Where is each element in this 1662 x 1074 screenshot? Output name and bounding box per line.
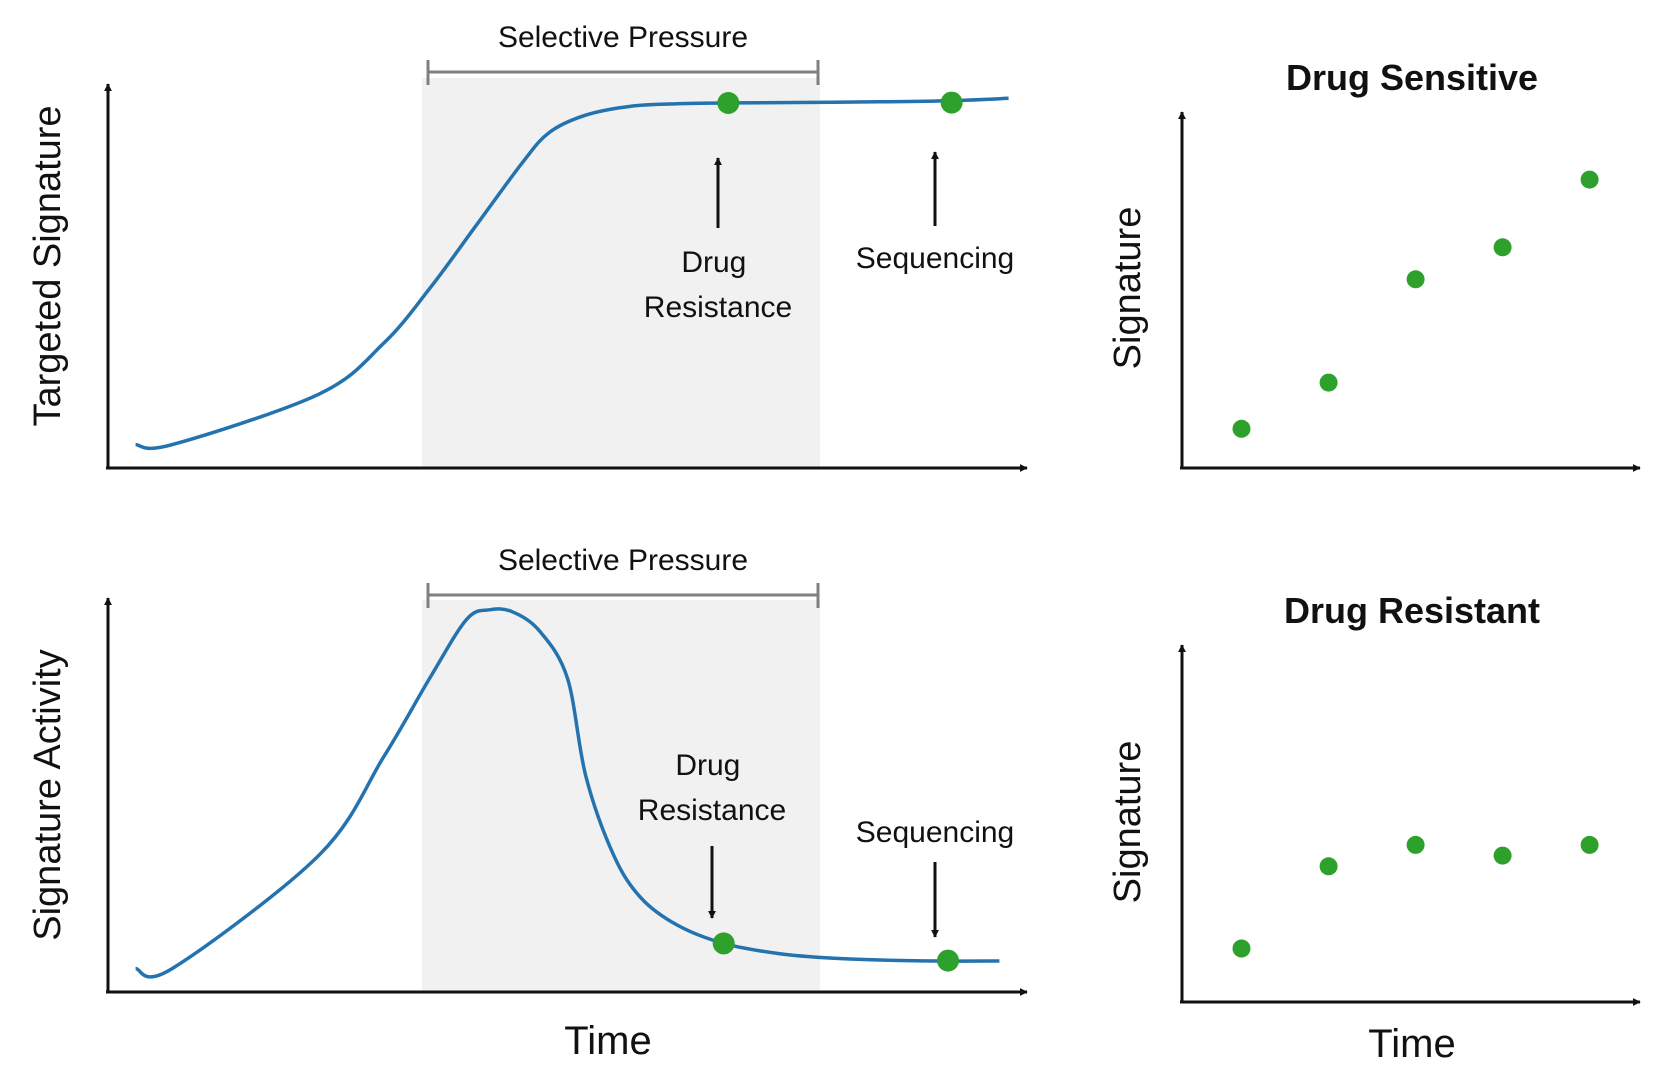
bottom-left-panel: Selective Pressure Signature Activity Ti… [27,544,1028,1063]
bottom-left-axes [104,597,1028,996]
data-point [1406,835,1425,854]
y-axis-title: Signature Activity [27,649,69,940]
data-point [1319,857,1338,876]
data-point [1232,939,1251,958]
selective-pressure-bracket [426,583,820,608]
data-point [1493,238,1512,257]
top-left-panel: Selective Pressure Targeted Signature Dr… [27,21,1028,472]
y-axis-title: Targeted Signature [27,105,69,426]
sample-points [712,932,959,972]
data-point [1232,419,1251,438]
signature-curve [135,96,1009,451]
selective-pressure-label: Selective Pressure [498,21,748,54]
sequencing-label: Sequencing [856,816,1014,849]
scatter-points [1232,835,1599,958]
x-axis-title: Time [564,1019,651,1063]
bottom-right-panel: Drug Resistant Signature Time [1107,590,1641,1066]
top-right-axes [1178,111,1641,472]
bottom-right-axes [1178,644,1641,1006]
data-point [1580,835,1599,854]
data-point [1319,373,1338,392]
data-point [940,91,963,114]
top-right-panel: Drug Sensitive Signature [1107,57,1641,472]
selective-pressure-shade [422,600,820,992]
top-left-axes [104,83,1028,472]
y-axis-title: Signature [1107,741,1149,904]
data-point [937,949,959,972]
sample-points [717,91,963,114]
drug-resistance-label: Drug Resistance [644,246,792,324]
data-point [1406,270,1425,289]
drug-resistance-label: Drug Resistance [638,749,786,827]
scatter-points [1232,170,1599,438]
selective-pressure-bracket [426,60,820,85]
panel-title: Drug Sensitive [1286,57,1538,98]
signature-curve [135,607,1000,979]
selective-pressure-shade [422,78,820,468]
sequencing-label: Sequencing [856,242,1014,275]
data-point [712,932,735,955]
y-axis-title: Signature [1107,207,1149,370]
selective-pressure-label: Selective Pressure [498,544,748,577]
x-axis-title: Time [1368,1022,1455,1066]
data-point [717,92,740,114]
data-point [1493,846,1512,865]
data-point [1580,170,1599,189]
panel-title: Drug Resistant [1284,590,1540,631]
